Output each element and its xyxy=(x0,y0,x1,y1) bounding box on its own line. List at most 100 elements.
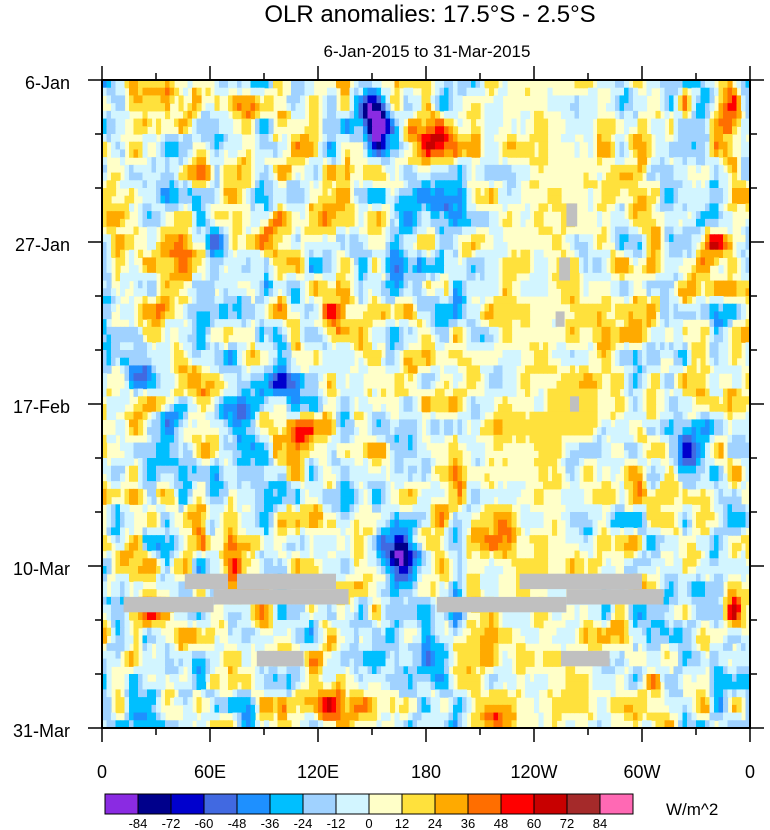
heatmap-cell xyxy=(417,172,423,181)
heatmap-cell xyxy=(601,257,607,266)
heatmap-cell xyxy=(534,218,540,228)
heatmap-cell xyxy=(556,103,562,112)
heatmap-cell xyxy=(381,427,387,436)
heatmap-cell xyxy=(196,257,202,266)
heatmap-cell xyxy=(192,257,198,266)
heatmap-cell xyxy=(556,434,562,444)
heatmap-cell xyxy=(426,203,432,212)
heatmap-cell xyxy=(678,311,684,320)
heatmap-cell xyxy=(480,280,486,289)
heatmap-cell xyxy=(457,226,463,235)
heatmap-cell xyxy=(475,373,481,382)
heatmap-cell xyxy=(210,280,216,289)
heatmap-cell xyxy=(462,249,468,259)
heatmap-cell xyxy=(696,419,702,428)
heatmap-cell xyxy=(228,288,234,297)
heatmap-cell xyxy=(426,157,432,166)
heatmap-cell xyxy=(682,126,688,135)
heatmap-cell xyxy=(147,350,153,359)
heatmap-cell xyxy=(331,296,337,305)
heatmap-cell xyxy=(691,134,697,143)
heatmap-cell xyxy=(732,188,738,197)
heatmap-cell xyxy=(651,296,657,305)
heatmap-cell xyxy=(597,80,603,89)
heatmap-cell xyxy=(250,442,256,451)
heatmap-cell xyxy=(385,157,391,166)
heatmap-cell xyxy=(268,149,274,158)
heatmap-cell xyxy=(232,188,238,197)
heatmap-cell xyxy=(646,411,652,421)
heatmap-cell xyxy=(381,265,387,274)
heatmap-cell xyxy=(286,296,292,305)
heatmap-cell xyxy=(313,434,319,444)
heatmap-cell xyxy=(192,103,198,112)
heatmap-cell xyxy=(372,288,378,297)
heatmap-cell xyxy=(673,365,679,374)
heatmap-cell xyxy=(462,357,468,367)
heatmap-cell xyxy=(435,257,441,266)
heatmap-cell xyxy=(687,95,693,104)
heatmap-cell xyxy=(615,149,621,158)
heatmap-cell xyxy=(160,180,166,189)
heatmap-cell xyxy=(480,411,486,421)
heatmap-cell xyxy=(174,234,180,243)
heatmap-cell xyxy=(327,411,333,421)
heatmap-cell xyxy=(493,319,499,328)
heatmap-cell xyxy=(466,311,472,320)
heatmap-cell xyxy=(228,380,234,390)
heatmap-cell xyxy=(322,203,328,212)
heatmap-cell xyxy=(727,164,733,174)
heatmap-cell xyxy=(736,95,742,104)
heatmap-cell xyxy=(390,134,396,143)
heatmap-cell xyxy=(457,311,463,320)
heatmap-cell xyxy=(214,411,220,421)
heatmap-cell xyxy=(547,95,553,104)
heatmap-cell xyxy=(673,164,679,174)
heatmap-cell xyxy=(417,242,423,251)
heatmap-cell xyxy=(732,434,738,444)
heatmap-cell xyxy=(574,419,580,428)
heatmap-cell xyxy=(421,134,427,143)
heatmap-cell xyxy=(156,172,162,181)
heatmap-cell xyxy=(358,103,364,112)
heatmap-cell xyxy=(525,419,531,428)
heatmap-cell xyxy=(111,118,117,127)
heatmap-cell xyxy=(165,365,171,374)
heatmap-cell xyxy=(385,427,391,436)
heatmap-cell xyxy=(660,296,666,305)
heatmap-cell xyxy=(367,342,373,351)
heatmap-cell xyxy=(372,388,378,397)
heatmap-cell xyxy=(322,265,328,274)
heatmap-cell xyxy=(570,296,576,305)
heatmap-cell xyxy=(655,272,661,282)
heatmap-cell xyxy=(129,164,135,174)
heatmap-cell xyxy=(300,211,306,220)
heatmap-cell xyxy=(502,180,508,189)
heatmap-cell xyxy=(187,350,193,359)
heatmap-cell xyxy=(426,350,432,359)
heatmap-cell xyxy=(529,411,535,421)
heatmap-cell xyxy=(165,319,171,328)
heatmap-cell xyxy=(421,180,427,189)
heatmap-cell xyxy=(498,365,504,374)
heatmap-cell xyxy=(349,380,355,390)
heatmap-cell xyxy=(682,80,688,89)
heatmap-cell xyxy=(682,357,688,367)
heatmap-cell xyxy=(583,95,589,104)
heatmap-cell xyxy=(628,87,634,97)
heatmap-cell xyxy=(637,350,643,359)
heatmap-cell xyxy=(507,211,513,220)
heatmap-cell xyxy=(160,373,166,382)
heatmap-cell xyxy=(691,419,697,428)
heatmap-cell xyxy=(412,419,418,428)
heatmap-cell xyxy=(183,411,189,421)
heatmap-cell xyxy=(327,87,333,97)
heatmap-cell xyxy=(336,311,342,320)
heatmap-cell xyxy=(480,427,486,436)
heatmap-cell xyxy=(430,242,436,251)
heatmap-cell xyxy=(543,350,549,359)
heatmap-cell xyxy=(525,373,531,382)
heatmap-cell xyxy=(133,226,139,235)
heatmap-cell xyxy=(709,195,715,205)
heatmap-cell xyxy=(489,103,495,112)
